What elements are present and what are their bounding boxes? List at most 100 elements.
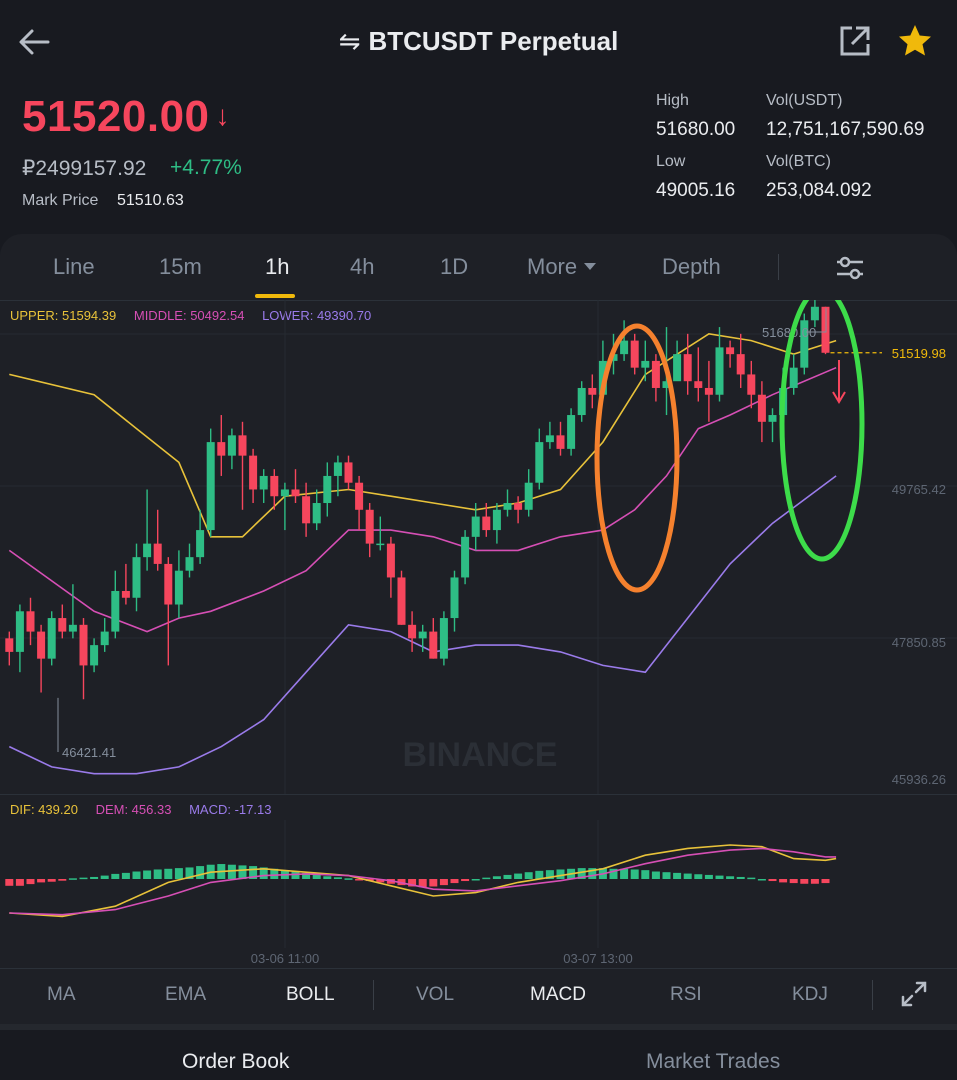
candle (280, 482, 289, 531)
caret-down-icon (584, 263, 597, 270)
candle-body (143, 543, 152, 558)
fullscreen-expand-icon[interactable] (900, 980, 928, 1008)
macd-bar (68, 878, 77, 880)
candle-body (418, 631, 427, 639)
candle (111, 570, 120, 639)
candle-body (588, 387, 597, 395)
tab-depth[interactable]: Depth (662, 254, 721, 279)
macd-bar (588, 868, 597, 879)
tab-interval-4h[interactable]: 4h (350, 254, 375, 279)
candle (185, 543, 194, 578)
macd-bar (694, 874, 703, 879)
candle-body (5, 638, 14, 652)
tab-interval-1h[interactable]: 1h (265, 254, 290, 279)
macd-bar (164, 868, 173, 879)
tab-interval-1d[interactable]: 1D (440, 254, 469, 279)
candle (577, 381, 586, 422)
macd-bar (704, 874, 713, 879)
candle (47, 611, 56, 666)
indicator-vol[interactable]: VOL (416, 984, 455, 1005)
candle (514, 496, 523, 524)
candle (461, 530, 470, 585)
candle (174, 550, 183, 619)
candle (408, 611, 417, 652)
candle-body (259, 475, 268, 490)
candle-body (651, 360, 660, 388)
price-axis-label: 49765.42 (892, 482, 946, 497)
candle-body (121, 590, 130, 598)
mark-price-label: Mark Price (22, 192, 99, 209)
candle-body (800, 320, 809, 368)
candle (673, 340, 682, 382)
bottom-tab-bar (0, 1024, 957, 1080)
candle (704, 360, 713, 422)
indicator-ema[interactable]: EMA (165, 984, 207, 1005)
candle (556, 421, 565, 456)
low-label: Low (656, 153, 686, 170)
tab-interval-more[interactable]: More (527, 254, 597, 280)
candlestick-chart[interactable]: BINANCE 49765.42 47850.85 45936.26 51519.98… (0, 300, 957, 794)
indicator-rsi[interactable]: RSI (670, 984, 702, 1005)
candle (238, 421, 247, 510)
macd-bar (333, 877, 342, 879)
macd-bar (535, 870, 544, 879)
candle-body (344, 462, 353, 483)
time-axis-label: 03-07 13:00 (563, 951, 632, 966)
macd-legend: DIF: 439.20 DEM: 456.33 MACD: -17.13 (10, 802, 271, 817)
candle-body (577, 387, 586, 416)
macd-bar (810, 879, 819, 884)
macd-lines (9, 844, 837, 918)
candle (227, 428, 236, 470)
tab-market-trades[interactable]: Market Trades (646, 1050, 781, 1073)
watermark: BINANCE (403, 736, 558, 774)
indicator-macd[interactable]: MACD (530, 984, 586, 1005)
macd-bar (514, 873, 523, 879)
arrow-left-icon[interactable] (14, 22, 54, 62)
indicator-ma[interactable]: MA (47, 984, 76, 1005)
candle (5, 631, 14, 666)
active-tab-indicator (255, 294, 295, 298)
candle-body (567, 415, 576, 449)
indicator-boll[interactable]: BOLL (286, 984, 335, 1005)
page-title[interactable]: ⇋ BTCUSDT Perpetual (0, 26, 957, 57)
candle-body (386, 543, 395, 578)
candle (68, 584, 77, 639)
tab-order-book[interactable]: Order Book (182, 1050, 290, 1073)
candle-body (312, 503, 321, 524)
candle (58, 604, 67, 639)
candle (153, 509, 162, 571)
price-change-percent: +4.77% (170, 156, 242, 179)
candle-body (164, 563, 173, 605)
macd-bar (5, 879, 14, 886)
candle-body (280, 489, 289, 497)
candle-body (196, 530, 205, 558)
macd-chart[interactable]: 03-06 11:00 03-07 13:00 (0, 820, 957, 970)
macd-bar (47, 879, 56, 882)
macd-bar (238, 865, 247, 879)
boll-upper-line (9, 332, 837, 538)
tab-interval-15m[interactable]: 15m (159, 254, 202, 279)
share-external-icon[interactable] (838, 24, 872, 58)
candle (651, 354, 660, 402)
down-arrow-icon (832, 360, 846, 404)
macd-bar (715, 875, 724, 879)
macd-bar (471, 879, 480, 881)
macd-bar (418, 879, 427, 888)
macd-bar (673, 872, 682, 879)
macd-bar (641, 870, 650, 879)
macd-bar (344, 878, 353, 880)
indicator-kdj[interactable]: KDJ (792, 984, 828, 1005)
chart-settings-icon[interactable] (834, 254, 866, 282)
macd-bar (174, 868, 183, 879)
candle-body (206, 442, 215, 531)
swap-icon: ⇋ (338, 26, 361, 56)
star-icon[interactable] (896, 22, 934, 60)
macd-bar (577, 868, 586, 879)
tab-interval-line[interactable]: Line (53, 254, 95, 279)
macd-bar (779, 879, 788, 883)
candle-body (461, 536, 470, 578)
bollinger-bands (8, 332, 837, 775)
candle (726, 340, 735, 368)
candle (143, 489, 152, 571)
candle-body (355, 482, 364, 510)
